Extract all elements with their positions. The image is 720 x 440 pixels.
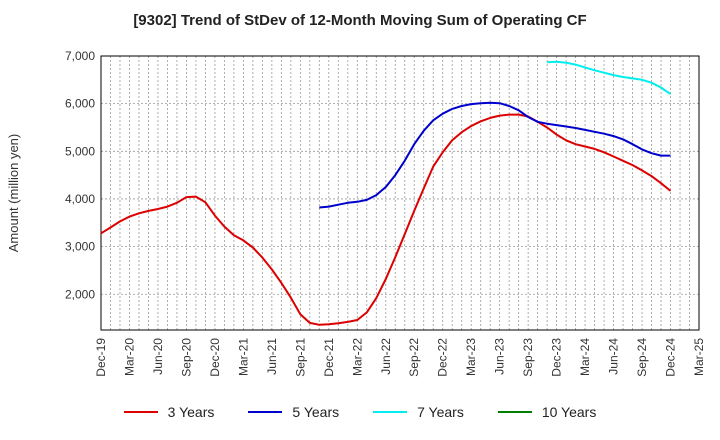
x-tick-label: Dec-24 [664,338,678,377]
x-tick-label: Mar-24 [578,338,592,376]
legend-item: 10 Years [497,404,597,420]
y-tick-label: 5,000 [65,144,95,158]
x-tick-label: Jun-21 [265,338,279,375]
legend-swatch [123,411,158,413]
x-tick-label: Jun-22 [379,338,393,375]
plot-area-frame [100,55,700,331]
x-tick-label: Jun-20 [151,338,165,375]
series-lines [100,60,672,326]
x-tick-label: Dec-21 [322,338,336,377]
x-tick-label: Sep-23 [521,338,535,377]
x-tick-label: Mar-22 [350,338,364,376]
x-tick-label: Sep-24 [635,338,649,377]
series-line-5-years [319,101,671,209]
y-tick-label: 7,000 [65,49,95,63]
x-tick-label: Mar-25 [692,338,706,376]
x-tick-label: Dec-19 [94,338,108,377]
legend-swatch [248,411,283,413]
x-tick-label: Mar-23 [464,338,478,376]
x-tick-label: Dec-23 [550,338,564,377]
series-line-3-years [100,113,672,326]
legend-item: 5 Years [248,404,339,420]
legend-label: 3 Years [167,404,215,420]
y-tick-label: 2,000 [65,287,95,301]
legend-item: 3 Years [123,404,215,420]
legend-swatch [373,411,408,413]
y-tick-label: 4,000 [65,192,95,206]
x-tick-label: Mar-20 [122,338,136,376]
y-axis-label: Amount (million yen) [6,134,21,253]
y-tick-label: 6,000 [65,97,95,111]
x-tick-label: Sep-21 [293,338,307,377]
legend-label: 5 Years [292,404,340,420]
legend-swatch [497,411,532,413]
legend-label: 7 Years [417,404,464,420]
legend-item: 7 Years [373,404,464,420]
legend-label: 10 Years [541,404,597,420]
x-tick-label: Sep-22 [407,338,421,377]
x-tick-label: Dec-20 [208,338,222,377]
y-tick-label: 3,000 [65,240,95,254]
x-tick-label: Sep-20 [179,338,193,377]
legend: 3 Years 5 Years 7 Years 10 Years [0,404,720,420]
series-line-7-years [547,60,672,95]
x-tick-label: Jun-23 [493,338,507,375]
x-tick-label: Jun-24 [607,338,621,375]
x-tick-label: Dec-22 [436,338,450,377]
x-tick-label: Mar-21 [236,338,250,376]
y-axis-ticks: 2,000 3,000 4,000 5,000 6,000 7,000 [65,49,95,301]
x-axis-ticks: Dec-19 Mar-20 Jun-20 Sep-20 Dec-20 Mar-21 Jun-… [94,338,706,377]
chart-title: [9302] Trend of StDev of 12-Month Moving… [133,12,587,29]
grid-lines [101,55,699,330]
